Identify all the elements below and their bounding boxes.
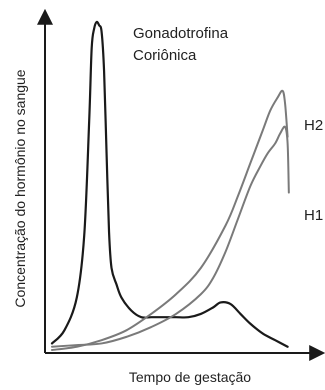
series-label-gonadotrofina-corionica-line-2: Coriônica [133, 47, 197, 64]
series-label-gonadotrofina-corionica-line-1: Gonadotrofina [133, 25, 229, 42]
x-axis-label: Tempo de gestação [129, 369, 251, 385]
series-line-h1 [51, 125, 290, 348]
series-line-h2 [51, 89, 289, 351]
series-label-h1-line-1: H1 [304, 207, 323, 224]
y-axis-label: Concentração do hormônio no sangue [12, 69, 28, 307]
series-layer [50, 20, 290, 351]
series-labels: Gonadotrofina Coriônica H2 H1 [133, 25, 323, 224]
series-label-h2-line-1: H2 [304, 117, 323, 134]
series-line-gonadotrofina-corionica [50, 20, 289, 348]
